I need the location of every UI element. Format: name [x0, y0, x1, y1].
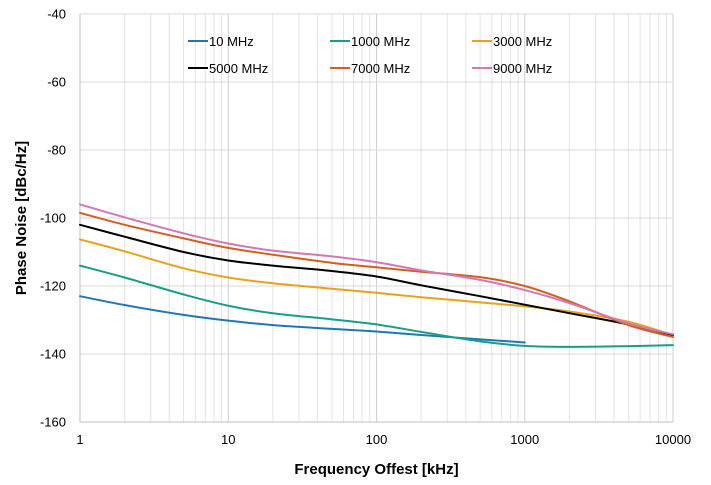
legend-label: 5000 MHz	[209, 61, 268, 76]
y-tick-label: -80	[47, 143, 66, 158]
legend-label: 7000 MHz	[351, 61, 410, 76]
y-tick-label: -140	[40, 347, 66, 362]
series-line-10-mhz	[79, 295, 526, 344]
series-line-5000-mhz	[79, 223, 674, 336]
y-tick-label: -40	[47, 7, 66, 22]
legend-label: 9000 MHz	[493, 61, 552, 76]
x-tick-label: 1000	[510, 432, 539, 447]
y-axis-title: Phase Noise [dBc/Hz]	[13, 141, 30, 295]
x-tick-label: 1	[76, 432, 83, 447]
series-lines	[79, 203, 674, 348]
y-tick-label: -100	[40, 211, 66, 226]
x-tick-label: 10	[221, 432, 235, 447]
y-tick-label: -160	[40, 415, 66, 430]
x-tick-label: 10000	[655, 432, 691, 447]
y-tick-label: -120	[40, 279, 66, 294]
series-line-7000-mhz	[79, 211, 674, 338]
legend-label: 3000 MHz	[493, 34, 552, 49]
legend-label: 1000 MHz	[351, 34, 410, 49]
grid	[79, 13, 674, 423]
axes: -40 -60 -80 -100 -120 -140 -160 1 10 100 1000 10000	[40, 7, 691, 448]
x-tick-label: 100	[366, 432, 388, 447]
legend: 10 MHz 1000 MHz 3000 MHz 5000 MHz 7000 MHz 90…	[188, 34, 552, 76]
series-line-3000-mhz	[79, 238, 674, 337]
series-line-9000-mhz	[79, 203, 674, 336]
legend-label: 10 MHz	[209, 34, 254, 49]
y-tick-label: -60	[47, 75, 66, 90]
series-line-1000-mhz	[79, 264, 674, 348]
x-axis-title: Frequency Offest [kHz]	[294, 461, 458, 478]
